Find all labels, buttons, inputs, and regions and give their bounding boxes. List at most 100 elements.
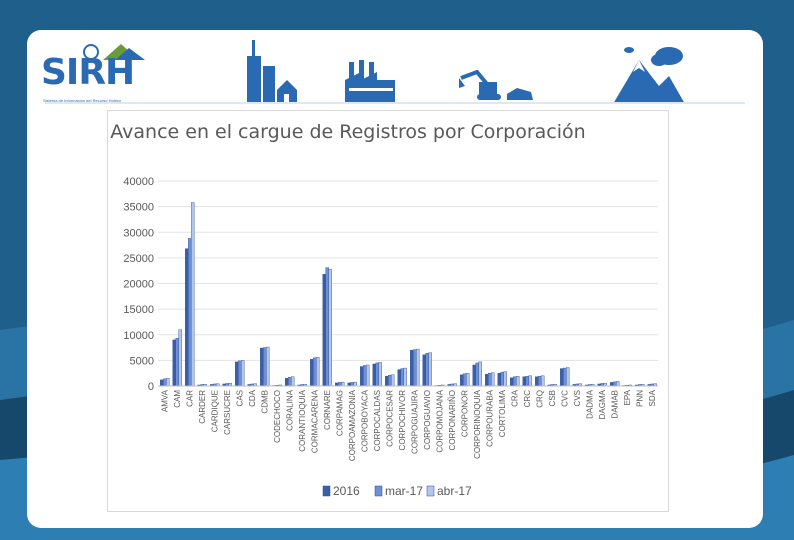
- bar: [385, 376, 389, 387]
- x-tick-label: CORPOCESAR: [385, 390, 394, 447]
- bar: [191, 202, 195, 387]
- bar: [363, 365, 367, 387]
- bar: [185, 248, 189, 387]
- bar: [338, 382, 342, 387]
- bar: [188, 238, 192, 387]
- x-tick-label: CODECHOCO: [273, 390, 282, 443]
- bar: [497, 372, 501, 387]
- bar: [416, 348, 420, 387]
- bar: [535, 376, 539, 387]
- bar: [613, 381, 617, 387]
- x-tick-label: AMVA: [160, 389, 169, 412]
- legend-label: abr-17: [437, 484, 472, 498]
- bar: [166, 378, 170, 387]
- bar: [263, 347, 267, 387]
- bar: [460, 374, 464, 387]
- bar: [350, 382, 354, 387]
- bar: [313, 357, 317, 387]
- y-tick-label: 10000: [123, 330, 154, 342]
- legend-label: 2016: [333, 484, 360, 498]
- bar: [397, 369, 401, 387]
- x-tick-label: CDMB: [260, 390, 269, 414]
- bar: [485, 374, 489, 387]
- x-tick-label: CORANTIOQUIA: [298, 389, 307, 451]
- x-tick-label: CORPOGUAVIO: [423, 390, 432, 450]
- bar: [563, 367, 567, 387]
- bar: [378, 362, 382, 387]
- x-tick-label: CAS: [235, 390, 244, 406]
- bar: [175, 338, 179, 387]
- logo-wordmark: SIRH: [41, 52, 135, 93]
- bar: [285, 378, 289, 387]
- bar: [316, 357, 320, 387]
- chart-title: Avance en el cargue de Registros por Cor…: [110, 121, 586, 143]
- bar: [413, 349, 417, 387]
- bar: [328, 268, 332, 387]
- factory-icon: [345, 60, 395, 102]
- x-tick-label: CORPONARIÑO: [448, 390, 457, 450]
- bar: [288, 377, 292, 387]
- bar: [341, 381, 345, 387]
- bar: [366, 364, 370, 387]
- x-tick-label: DADMA: [585, 389, 594, 419]
- bar: [360, 366, 364, 387]
- x-tick-label: CDA: [248, 389, 257, 407]
- x-tick-label: CSB: [548, 390, 557, 406]
- x-tick-label: CARSUCRE: [223, 390, 232, 435]
- bar: [422, 354, 426, 387]
- x-tick-label: CORPOCHIVOR: [398, 390, 407, 451]
- bar: [325, 267, 329, 387]
- bar: [375, 362, 379, 387]
- bar: [353, 381, 357, 387]
- mountains-icon: [613, 47, 685, 104]
- x-tick-label: SDA: [648, 389, 657, 406]
- bar: [463, 373, 467, 387]
- bar: [291, 376, 295, 387]
- header-divider: [45, 102, 745, 104]
- chart-frame: Avance en el cargue de Registros por Cor…: [107, 110, 669, 512]
- y-tick-label: 20000: [123, 279, 154, 291]
- bar: [488, 372, 492, 387]
- x-tick-label: CORALINA: [285, 389, 294, 431]
- legend-swatch: [426, 485, 435, 497]
- bar: [410, 349, 414, 387]
- y-tick-label: 25000: [123, 253, 154, 265]
- bar: [241, 360, 245, 387]
- bar: [310, 359, 314, 387]
- y-tick-label: 30000: [123, 227, 154, 239]
- x-tick-label: CORTOLIMA: [498, 389, 507, 437]
- sirh-logo: SIRH Sistema de Información del Recurso …: [41, 40, 171, 110]
- bar: [260, 347, 264, 387]
- bar: [500, 371, 504, 387]
- x-tick-label: CORPOURABA: [485, 389, 494, 447]
- bar: [566, 367, 570, 387]
- bar: [403, 367, 407, 387]
- bar: [528, 375, 532, 387]
- y-tick-label: 0: [148, 381, 154, 393]
- bar: [388, 375, 392, 387]
- bar: [491, 372, 495, 387]
- x-tick-label: CVS: [573, 390, 582, 406]
- bar: [472, 364, 476, 387]
- bar: [266, 346, 270, 387]
- x-tick-label: CORPAMAG: [335, 390, 344, 436]
- legend-label: mar-17: [385, 484, 423, 498]
- x-tick-label: PNN: [635, 390, 644, 407]
- x-tick-label: CORPOMOJANA: [435, 389, 444, 452]
- x-tick-label: CARDER: [198, 390, 207, 424]
- x-tick-label: CORPORINOQUIA: [473, 389, 482, 459]
- bar: [163, 378, 167, 387]
- x-tick-label: CORMACARENA: [310, 389, 319, 453]
- bar: [425, 352, 429, 387]
- y-tick-label: 5000: [130, 355, 154, 367]
- bar: [391, 374, 395, 387]
- x-tick-label: DAGMA: [598, 389, 607, 419]
- x-tick-label: CRQ: [535, 390, 544, 408]
- bar: [538, 376, 542, 387]
- x-tick-label: CORPOBOYACA: [360, 389, 369, 452]
- legend-swatch: [322, 485, 331, 497]
- bar: [475, 362, 479, 387]
- x-tick-label: CARDIQUE: [210, 390, 219, 432]
- legend-swatch: [374, 485, 383, 497]
- x-tick-label: EPA: [623, 389, 632, 405]
